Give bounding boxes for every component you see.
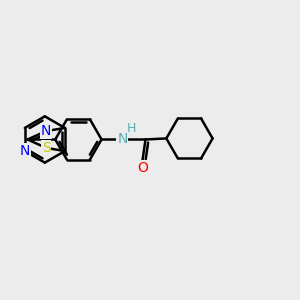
Text: S: S xyxy=(42,141,51,155)
Text: N: N xyxy=(117,133,128,146)
Text: N: N xyxy=(41,124,51,138)
Text: N: N xyxy=(20,144,30,158)
Text: H: H xyxy=(127,122,136,136)
Text: O: O xyxy=(137,161,148,175)
